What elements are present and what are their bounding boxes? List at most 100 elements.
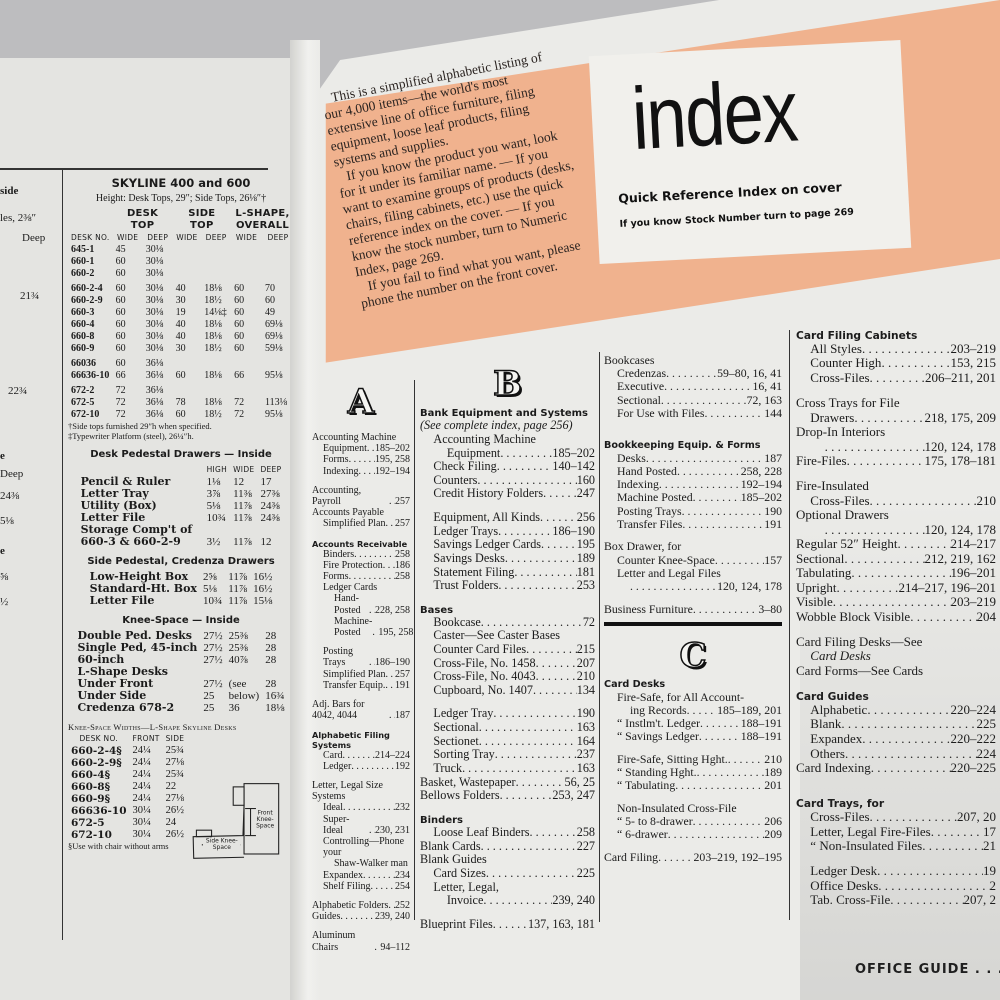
- table-cell: 660-2-4: [71, 283, 103, 294]
- table-row: Single Ped, 45-inch 27½ 25⅜ 28: [75, 642, 288, 655]
- entry-label: Shelf Filing: [323, 880, 371, 892]
- table-cell: 17: [260, 476, 272, 488]
- dot-leader: [536, 670, 577, 684]
- table-row: 66636-10 66 36⅛ 60 18⅛ 66 95⅛: [68, 370, 294, 384]
- skyline-note: †Side tops furnished 29″h when specified…: [68, 421, 212, 431]
- entry-label: Simplified Plan: [323, 518, 386, 530]
- entry-label: Card Filing: [604, 850, 659, 864]
- index-entry: Letter, Legal Fire-Files 17: [796, 824, 996, 840]
- entry-label: Card: [323, 749, 343, 761]
- dot-leader: [543, 487, 577, 501]
- table-cell: 27½: [203, 630, 223, 642]
- index-entry: Savings Desks 189: [420, 551, 595, 566]
- table-cell: 27½: [203, 678, 223, 690]
- page-numbers: 72: [582, 614, 595, 629]
- entry-label: Counter Card Files: [433, 642, 527, 657]
- dot-leader: [526, 643, 577, 657]
- dot-leader: [516, 776, 565, 790]
- dot-leader: [693, 491, 741, 504]
- table-cell: Utility (Box): [80, 499, 157, 512]
- entry-label: Card Desks: [810, 648, 871, 664]
- table-cell: 30: [175, 295, 186, 306]
- index-entry: Check Filing 140–142: [420, 459, 595, 474]
- pedestal-table: Desk Pedestal Drawers — Inside High Wide D…: [68, 449, 294, 548]
- table-row: 672-2 72 36⅛: [68, 384, 294, 398]
- fragment-text: e: [0, 450, 5, 462]
- page-numbers: 185–202: [740, 490, 782, 505]
- column-divider: [62, 170, 63, 940]
- table-cell: 26½: [165, 829, 184, 840]
- table-cell: 27⅜: [260, 488, 280, 500]
- table-cell: 66036: [71, 358, 96, 369]
- dot-leader: [646, 452, 764, 465]
- column-header: Deep: [267, 233, 289, 242]
- entry-label: Loose Leaf Binders: [433, 824, 530, 839]
- dot-leader: [505, 552, 577, 566]
- page-numbers: 186: [395, 559, 410, 571]
- table-cell: [231, 256, 262, 268]
- index-entry: Equipment 185–202: [420, 446, 595, 461]
- table-cell: Standard-Ht. Box: [89, 582, 197, 595]
- table-cell: 30¼: [132, 805, 151, 816]
- page-numbers: 196–201: [950, 565, 997, 581]
- entry-label: Guides: [312, 911, 341, 923]
- entry-label: Cupboard, No. 1407: [433, 683, 533, 698]
- table-cell: 660-4: [71, 319, 95, 330]
- table-cell: (see: [228, 678, 247, 690]
- table-row: 645-1 45 30⅛: [68, 244, 294, 256]
- table-cell: 2⅝: [203, 571, 217, 583]
- entry-label: Alphabetic Filing Systems: [312, 730, 390, 750]
- table-cell: 3½: [206, 536, 221, 548]
- page-numbers: 190: [764, 503, 782, 518]
- entry-label: Accounting Machine: [433, 431, 536, 446]
- index-heading: Binders: [420, 815, 595, 826]
- page-numbers: 187: [764, 450, 782, 465]
- page-numbers: 192–194: [375, 465, 410, 477]
- page-numbers: 257: [395, 668, 410, 680]
- table-cell: 30⅛: [145, 295, 164, 306]
- dot-leader: [847, 454, 925, 469]
- index-entry: For Use with Files 144: [604, 406, 782, 420]
- table-cell: [226, 666, 263, 678]
- table-cell: 660-8§: [71, 781, 111, 793]
- entry-label: Simplified Plan: [323, 668, 386, 680]
- dot-leader: [845, 747, 977, 762]
- page-numbers: 59–80, 16, 41: [717, 366, 782, 381]
- dot-leader: [867, 703, 950, 718]
- page-numbers: 195: [576, 537, 595, 552]
- table-cell: 60: [234, 331, 245, 342]
- page-numbers: 160: [576, 472, 595, 487]
- index-entry: “ Savings Ledger 188–191: [604, 730, 782, 743]
- dot-leader: [359, 466, 375, 477]
- index-entry: Accounting Machine: [312, 432, 410, 443]
- index-entry: Machine-Posted 195, 258: [312, 616, 413, 638]
- dot-leader: [367, 443, 375, 454]
- top-rule: [0, 168, 268, 170]
- index-entry: Aluminum Chairs 94–112: [312, 930, 410, 952]
- page-numbers: 220–225: [950, 760, 997, 776]
- table-cell: Low-Height Box: [89, 570, 189, 583]
- page-numbers: 137, 163, 181: [527, 916, 595, 931]
- index-entry: Super-Ideal 230, 231: [312, 814, 410, 836]
- entry-label: Fire Protection: [323, 559, 383, 571]
- page-numbers: 187: [395, 710, 410, 722]
- index-entry: Alphabetic Folders 252: [312, 900, 410, 911]
- dot-leader: [862, 342, 951, 357]
- page-numbers: 72, 163: [746, 392, 782, 407]
- table-cell: 72: [115, 385, 126, 396]
- entry-label: Accounts Payable: [312, 507, 384, 519]
- entry-label: Non-Insulated Cross-File: [616, 800, 737, 815]
- page-numbers: 247: [576, 486, 595, 501]
- entry-label: “ Tabulating: [616, 778, 676, 793]
- entry-label: Tab. Cross-File: [810, 892, 891, 908]
- table-cell: 660-9: [71, 343, 95, 354]
- page-numbers: 140–142: [552, 459, 595, 474]
- index-entry: Basket, Wastepaper 56, 25: [420, 775, 595, 790]
- entry-label: Regular 52″ Height: [796, 536, 898, 552]
- table-cell: 3⅞: [206, 488, 221, 500]
- spacer: [796, 679, 996, 689]
- table-cell: 40: [175, 283, 186, 294]
- index-entry: Card Forms—See Cards: [796, 663, 996, 679]
- table-cell: 16¾: [265, 690, 285, 702]
